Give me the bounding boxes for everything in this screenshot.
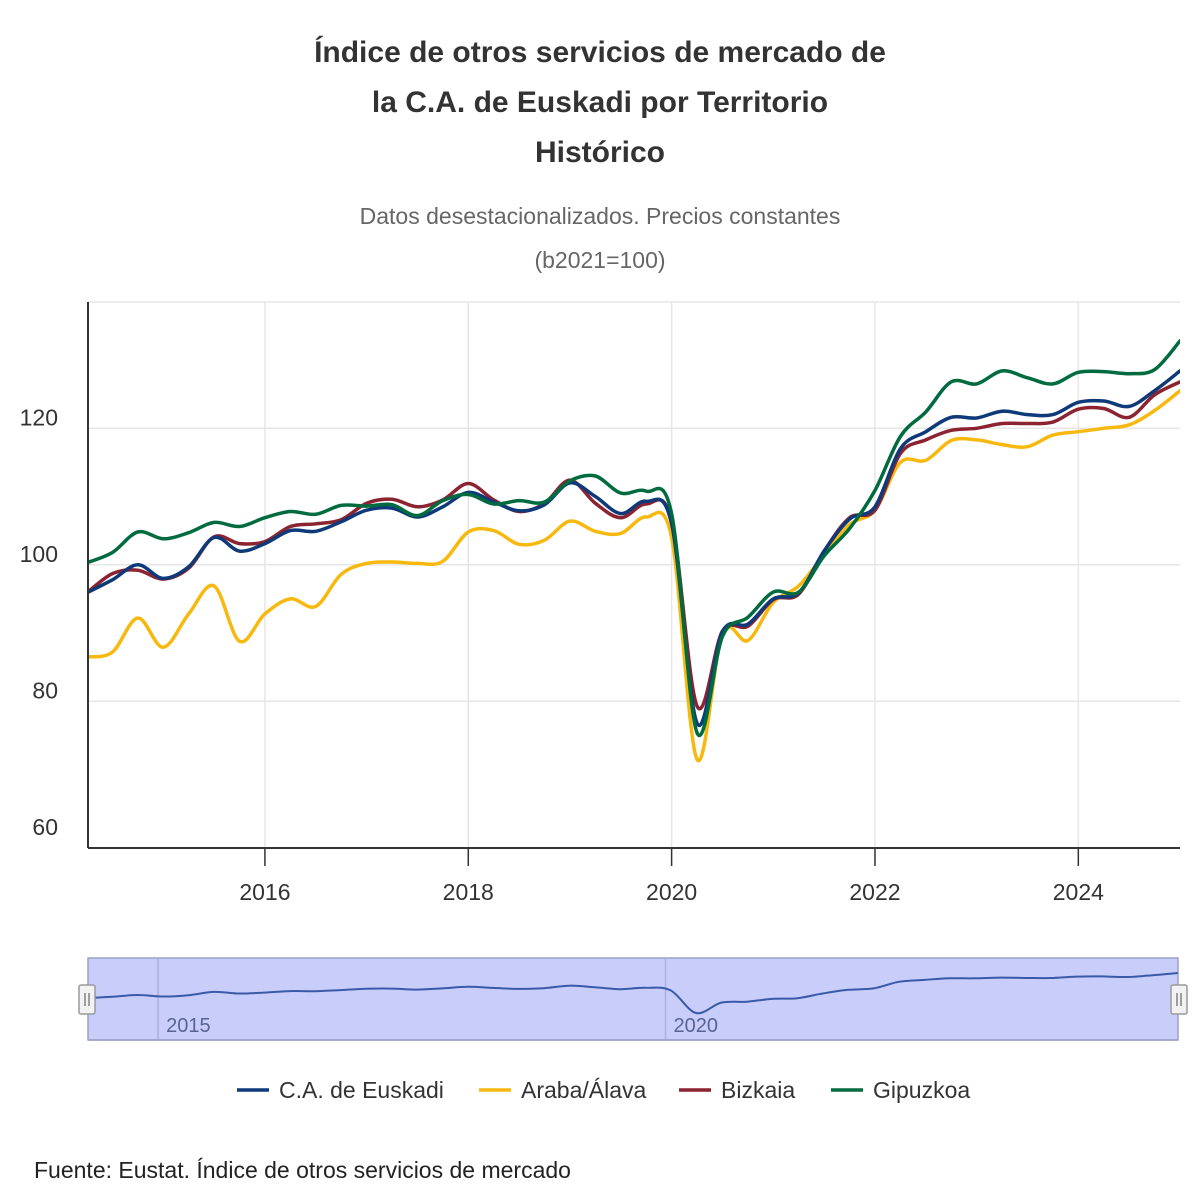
legend-label: C.A. de Euskadi — [279, 1077, 444, 1103]
legend-item-1[interactable]: Araba/Álava — [479, 1077, 647, 1103]
y-tick-label: 100 — [20, 541, 58, 567]
navigator-selection[interactable] — [87, 957, 1179, 1041]
navigator-right-handle[interactable] — [1170, 984, 1188, 1015]
x-tick-label: 2020 — [646, 879, 697, 905]
chart-subtitle-line-2: (b2021=100) — [534, 247, 666, 273]
navigator-series-line — [88, 972, 1178, 1015]
x-tick-label: 2016 — [239, 879, 290, 905]
chart-title-line-3: Histórico — [534, 136, 666, 169]
legend-label: Gipuzkoa — [873, 1077, 970, 1103]
navigator[interactable]: 2015 2020 — [78, 957, 1188, 1041]
legend-item-2[interactable]: Bizkaia — [679, 1077, 795, 1103]
chart-subtitle-line-1: Datos desestacionalizados. Precios const… — [359, 203, 841, 229]
axes-layer: 60 80 100 120 2016 2018 2020 2022 2024 — [20, 302, 1180, 905]
legend-label: Bizkaia — [721, 1077, 795, 1103]
series-line-1[interactable] — [87, 388, 1180, 763]
source-note: Fuente: Eustat. Índice de otros servicio… — [34, 1157, 571, 1183]
navigator-tick-label: 2020 — [674, 1015, 719, 1037]
legend-label: Araba/Álava — [521, 1077, 647, 1103]
x-tick-label: 2018 — [443, 879, 494, 905]
chart-title-line-2: la C.A. de Euskadi por Territorio — [371, 86, 829, 119]
chart-subtitle: Datos desestacionalizados. Precios const… — [0, 194, 1200, 282]
navigator-left-handle[interactable] — [78, 984, 96, 1015]
y-tick-label: 60 — [32, 814, 58, 840]
series-line-0[interactable] — [87, 369, 1180, 728]
legend-item-0[interactable]: C.A. de Euskadi — [237, 1077, 444, 1103]
y-tick-label: 120 — [20, 404, 58, 430]
series-line-2[interactable] — [87, 380, 1180, 711]
legend: C.A. de Euskadi Araba/Álava Bizkaia Gipuzko… — [237, 1077, 970, 1103]
y-tick-label: 80 — [32, 677, 58, 703]
x-tick-label: 2022 — [849, 879, 900, 905]
chart-title: Índice de otros servicios de mercado de … — [0, 28, 1200, 178]
chart-title-line-1: Índice de otros servicios de mercado de — [314, 36, 886, 69]
x-tick-label: 2024 — [1053, 879, 1104, 905]
navigator-tick-label: 2015 — [166, 1015, 211, 1037]
grid-layer — [88, 301, 1180, 848]
series-layer — [87, 339, 1180, 763]
series-line-3[interactable] — [87, 339, 1180, 738]
legend-item-3[interactable]: Gipuzkoa — [831, 1077, 970, 1103]
